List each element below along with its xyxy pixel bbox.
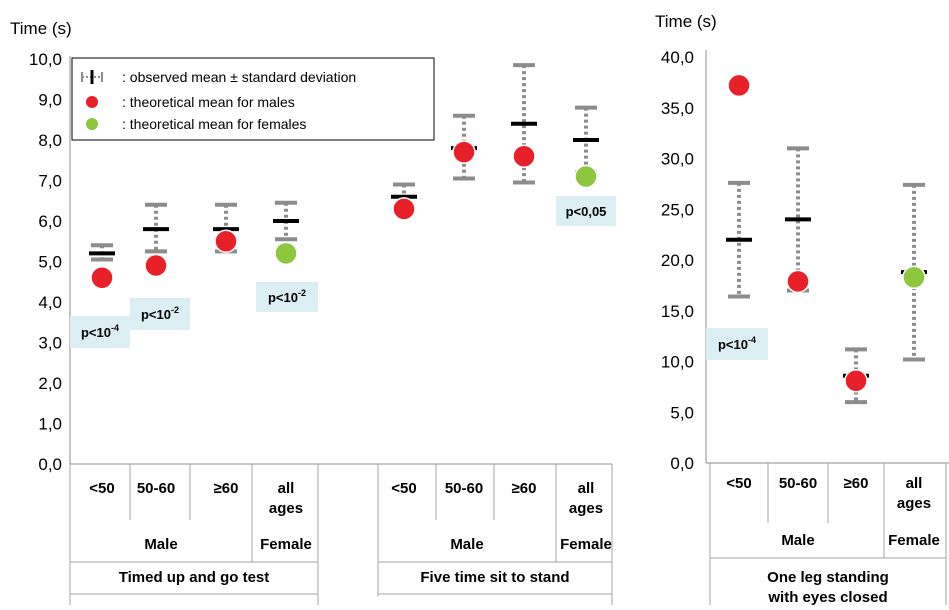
y-tick-label: 20,0 — [661, 251, 694, 270]
legend-female-marker — [86, 118, 98, 130]
marker-theoretical-point — [902, 265, 926, 290]
y-tick-label: 3,0 — [38, 334, 62, 353]
y-tick-label: 25,0 — [661, 200, 694, 219]
marker-theoretical-point — [214, 229, 238, 253]
group-label-female: Female — [888, 532, 940, 549]
p-value-label-box — [130, 298, 190, 330]
y-tick-label: 7,0 — [38, 172, 62, 191]
category-label: all ages — [897, 475, 931, 512]
group-label-male: Male — [450, 536, 483, 553]
test-label: One leg standing with eyes closed — [767, 569, 889, 605]
y-tick-label: 30,0 — [661, 150, 694, 169]
y-axis-title: Time (s) — [655, 12, 717, 31]
p-value-label: p<10-2 — [141, 305, 179, 322]
category-label: ≥60 — [214, 480, 239, 497]
y-tick-label: 10,0 — [29, 50, 62, 69]
legend-observed-label: : observed mean ± standard deviation — [122, 69, 356, 85]
category-label: all ages — [569, 480, 603, 517]
y-tick-label: 5,0 — [670, 403, 694, 422]
p-value-label: p<10-2 — [268, 288, 306, 305]
p-value-label-box — [556, 196, 616, 226]
legend-male-label: : theoretical mean for males — [122, 94, 295, 110]
category-label-line: ages — [569, 500, 603, 517]
category-label: 50-60 — [137, 480, 175, 497]
category-label-line: all — [906, 475, 923, 492]
category-label: <50 — [391, 480, 416, 497]
y-tick-label: 8,0 — [38, 131, 62, 150]
legend-box — [71, 57, 435, 141]
y-tick-label: 6,0 — [38, 212, 62, 231]
category-label-line: all — [278, 480, 295, 497]
marker-theoretical-point — [574, 164, 598, 189]
marker-theoretical-point — [512, 144, 536, 168]
p-value-label-exponent: -2 — [171, 305, 179, 315]
p-value-label-base: p<0,05 — [566, 204, 607, 219]
group-label-male: Male — [781, 532, 814, 549]
y-tick-label: 0,0 — [38, 455, 62, 474]
legend-male-marker — [86, 96, 98, 108]
y-axis-title: Time (s) — [10, 19, 72, 38]
marker-theoretical-point — [844, 369, 868, 393]
test-label-line: One leg standing — [767, 569, 889, 586]
category-label: 50-60 — [779, 475, 817, 492]
category-label: ≥60 — [844, 475, 869, 492]
category-label-line: ages — [897, 495, 931, 512]
p-value-label-base: p<10 — [718, 337, 748, 352]
marker-theoretical-point — [392, 197, 416, 221]
category-label: ≥60 — [512, 480, 537, 497]
marker-theoretical-point — [90, 265, 114, 290]
category-label: 50-60 — [445, 480, 483, 497]
y-tick-label: 35,0 — [661, 99, 694, 118]
y-tick-label: 4,0 — [38, 293, 62, 312]
marker-theoretical-point — [274, 241, 298, 266]
y-tick-label: 9,0 — [38, 91, 62, 110]
marker-theoretical-point — [727, 73, 751, 98]
test-label: Timed up and go test — [119, 569, 270, 586]
y-tick-label: 0,0 — [670, 454, 694, 473]
group-label-female: Female — [560, 536, 612, 553]
y-tick-label: 1,0 — [38, 415, 62, 434]
category-label: all ages — [269, 480, 303, 517]
p-value-label: p<10-4 — [81, 323, 119, 340]
p-value-label-exponent: -4 — [111, 323, 119, 333]
y-tick-label: 40,0 — [661, 48, 694, 67]
marker-theoretical-point — [452, 140, 476, 164]
legend-female-label: : theoretical mean for females — [122, 116, 306, 132]
p-value-label: p<0,05 — [566, 204, 607, 219]
p-value-label-base: p<10 — [268, 290, 298, 305]
p-value-label-exponent: -4 — [748, 335, 756, 345]
category-label: <50 — [89, 480, 114, 497]
group-label-male: Male — [144, 536, 177, 553]
p-value-label-box — [256, 282, 318, 312]
test-label-line: with eyes closed — [767, 589, 887, 605]
marker-theoretical-point — [144, 253, 168, 278]
p-value-label-base: p<10 — [141, 307, 171, 322]
p-value-label-box — [706, 328, 768, 360]
p-value-label: p<10-4 — [718, 335, 756, 352]
category-label-line: ages — [269, 500, 303, 517]
category-label: <50 — [726, 475, 751, 492]
marker-theoretical-point — [786, 269, 810, 294]
group-label-female: Female — [260, 536, 312, 553]
p-value-label-base: p<10 — [81, 325, 111, 340]
y-tick-label: 2,0 — [38, 374, 62, 393]
p-value-label-exponent: -2 — [298, 288, 306, 298]
y-tick-label: 5,0 — [38, 253, 62, 272]
y-tick-label: 10,0 — [661, 353, 694, 372]
category-label-line: all — [578, 480, 595, 497]
test-label: Five time sit to stand — [420, 569, 569, 586]
p-value-label-box — [70, 316, 130, 348]
y-tick-label: 15,0 — [661, 302, 694, 321]
